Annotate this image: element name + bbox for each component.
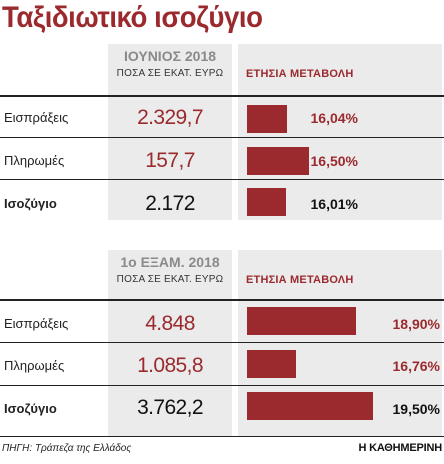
row-label-receipts-1: Εισπράξεις xyxy=(4,110,69,125)
value-payments-1: 157,7 xyxy=(145,149,195,172)
row-label-receipts-2: Εισπράξεις xyxy=(4,316,69,331)
value-balance-1: 2.172 xyxy=(145,192,195,215)
value-receipts-2: 4.848 xyxy=(145,312,195,335)
divider xyxy=(0,299,444,301)
pct-receipts-1: 16,04% xyxy=(310,110,358,126)
unit-label-1: ΠΟΣΑ ΣΕ ΕΚΑΤ. ΕΥΡΩ xyxy=(116,68,224,79)
value-balance-2: 3.762,2 xyxy=(137,396,203,419)
change-header-1: ΕΤΗΣΙΑ ΜΕΤΑΒΟΛΗ xyxy=(246,68,354,80)
bar-receipts-2 xyxy=(247,307,356,335)
row-label-payments-1: Πληρωμές xyxy=(4,153,65,168)
period-panel-1 xyxy=(108,44,232,220)
pct-payments-1: 16,50% xyxy=(310,153,358,169)
pct-balance-2: 19,50% xyxy=(392,401,440,417)
divider xyxy=(0,179,444,180)
pct-receipts-2: 18,90% xyxy=(392,316,440,332)
bar-payments-1 xyxy=(247,147,309,175)
publisher-logo: Η ΚΑΘΗΜΕΡΙΝΗ xyxy=(358,442,443,454)
pct-balance-1: 16,01% xyxy=(310,196,358,212)
divider xyxy=(0,137,444,138)
period-label-2: 1ο ΕΞΑΜ. 2018 xyxy=(120,254,220,270)
source-note: ΠΗΓΗ: Τράπεζα της Ελλάδος xyxy=(2,443,132,454)
bar-balance-1 xyxy=(247,188,286,216)
bar-receipts-1 xyxy=(247,105,287,133)
value-receipts-1: 2.329,7 xyxy=(137,106,203,129)
divider xyxy=(0,436,444,437)
row-label-balance-1: Ισοζύγιο xyxy=(4,196,57,211)
row-label-balance-2: Ισοζύγιο xyxy=(4,401,57,416)
divider xyxy=(0,342,444,343)
bar-payments-2 xyxy=(247,350,296,378)
unit-label-2: ΠΟΣΑ ΣΕ ΕΚΑΤ. ΕΥΡΩ xyxy=(116,274,224,285)
bar-balance-2 xyxy=(247,392,373,420)
period-panel-2 xyxy=(108,250,232,436)
divider xyxy=(0,385,444,386)
divider xyxy=(0,95,444,97)
value-payments-2: 1.085,8 xyxy=(137,354,203,377)
pct-payments-2: 16,76% xyxy=(392,358,440,374)
row-label-payments-2: Πληρωμές xyxy=(4,358,65,373)
change-header-2: ΕΤΗΣΙΑ ΜΕΤΑΒΟΛΗ xyxy=(246,274,354,286)
period-label-1: ΙΟΥΝΙΟΣ 2018 xyxy=(123,48,217,64)
chart-title: Ταξιδιωτικό ισοζύγιο xyxy=(2,1,263,34)
